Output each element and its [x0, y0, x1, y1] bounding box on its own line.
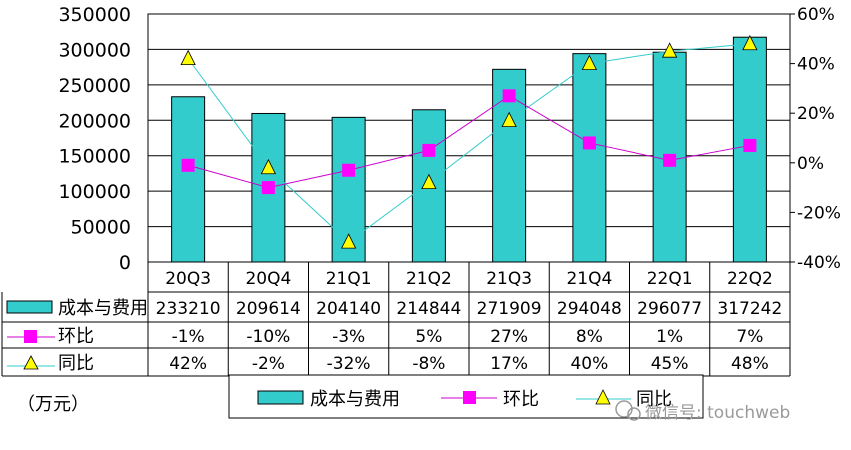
- table-cell: 8%: [576, 327, 603, 347]
- marker-square: [502, 89, 516, 103]
- table-cell: 271909: [477, 299, 542, 319]
- bar-series: [171, 36, 767, 263]
- table-cell: 233210: [156, 299, 221, 319]
- x-tick-label: 20Q3: [165, 269, 211, 289]
- table-cell: -8%: [412, 354, 445, 374]
- marker-square: [663, 153, 677, 167]
- plot-border: [147, 13, 791, 263]
- x-tick-label: 22Q2: [727, 269, 773, 289]
- table-cell: 204140: [316, 299, 381, 319]
- marker-square: [743, 138, 757, 152]
- table-cell: 1%: [656, 327, 683, 347]
- table-key-bar: [6, 300, 53, 314]
- y-axis-right: 60% 40% 20% 0% -20% -40%: [790, 5, 841, 273]
- y-left-tick-label: 50000: [71, 217, 131, 239]
- marker-square: [181, 158, 195, 172]
- legend-label: 成本与费用: [310, 389, 400, 410]
- table-cell: -3%: [332, 327, 365, 347]
- wechat-icon: [615, 400, 641, 421]
- table-cell: 48%: [731, 354, 769, 374]
- marker-square: [342, 163, 356, 177]
- legend-key-square: [463, 391, 476, 404]
- gridlines: [148, 48, 790, 228]
- legend-key-triangle: [595, 389, 611, 405]
- table-key-triangle: [23, 355, 39, 370]
- table-row-label: 成本与费用: [58, 298, 148, 319]
- y-left-tick-label: 250000: [58, 75, 131, 97]
- table-cell: -2%: [252, 354, 285, 374]
- y-left-tick-label: 350000: [58, 4, 131, 26]
- table-key-square: [24, 330, 37, 343]
- watermark-text: 微信号: touchweb: [645, 403, 790, 423]
- table-cell: -10%: [246, 327, 290, 347]
- marker-triangle: [340, 233, 357, 249]
- table-row-label: 同比: [58, 353, 94, 374]
- marker-square: [422, 143, 436, 157]
- legend-key-bar: [257, 390, 304, 405]
- y-right-tick-label: 60%: [797, 5, 835, 25]
- y-right-tick-label: 0%: [797, 154, 824, 174]
- y-right-tick-label: 20%: [797, 104, 835, 124]
- x-tick-label: 22Q1: [647, 269, 693, 289]
- table-cell: 45%: [651, 354, 689, 374]
- legend: 成本与费用 环比 同比: [228, 374, 704, 419]
- marker-triangle: [661, 42, 678, 58]
- marker-triangle: [260, 158, 277, 175]
- table-cell: 294048: [557, 299, 622, 319]
- line-square: [187, 95, 750, 189]
- table-cell: -32%: [327, 354, 371, 374]
- marker-triangle: [742, 34, 758, 51]
- table-cell: 214844: [396, 299, 461, 319]
- marker-triangle: [421, 173, 437, 190]
- watermark: 微信号: touchweb: [615, 400, 790, 423]
- y-right-tick-label: -40%: [797, 253, 841, 273]
- unit-label: （万元）: [17, 394, 89, 415]
- marker-triangle: [501, 111, 517, 128]
- marker-square: [582, 136, 596, 150]
- y-right-tick-label: -20%: [797, 203, 841, 223]
- table-cell: 317242: [717, 299, 782, 319]
- table-cell: 17%: [490, 354, 528, 374]
- table-cell: 209614: [236, 299, 301, 319]
- x-tick-label: 21Q3: [486, 269, 532, 289]
- table-cell: 40%: [570, 354, 608, 374]
- plot-area: [147, 13, 791, 263]
- y-left-tick-label: 300000: [58, 39, 131, 61]
- x-tick-label: 21Q4: [566, 269, 612, 289]
- marker-triangle: [180, 49, 196, 66]
- legend-label: 同比: [636, 389, 672, 410]
- y-left-tick-label: 150000: [58, 146, 131, 168]
- y-left-tick-label: 200000: [58, 110, 131, 132]
- data-table: 20Q3 20Q4 21Q1 21Q2 21Q3 21Q4 22Q1 22Q2 233210 20…: [1, 261, 791, 377]
- table-cell: 42%: [169, 354, 207, 374]
- x-tick-label: 21Q2: [406, 269, 452, 289]
- table-cell: 296077: [637, 299, 702, 319]
- legend-label: 环比: [503, 389, 539, 410]
- bar-21Q4: [572, 53, 607, 263]
- line-triangle: [187, 43, 750, 243]
- y-left-tick-label: 100000: [58, 181, 131, 203]
- y-left-tick-label: 0: [119, 252, 131, 274]
- table-cell: 27%: [490, 327, 528, 347]
- y-axis-left: 350000 300000 250000 200000 150000 100000 5000…: [58, 4, 131, 274]
- table-row-label: 环比: [58, 326, 94, 347]
- table-cell: 7%: [736, 327, 763, 347]
- y-right-tick-label: 40%: [797, 55, 835, 75]
- line-series: [180, 34, 758, 249]
- marker-square: [261, 181, 275, 195]
- x-tick-label: 20Q4: [245, 269, 291, 289]
- bar-20Q3: [171, 96, 206, 263]
- table-cell: 5%: [415, 327, 442, 347]
- x-tick-label: 21Q1: [326, 269, 372, 289]
- table-cell: -1%: [172, 327, 205, 347]
- marker-triangle: [581, 54, 598, 70]
